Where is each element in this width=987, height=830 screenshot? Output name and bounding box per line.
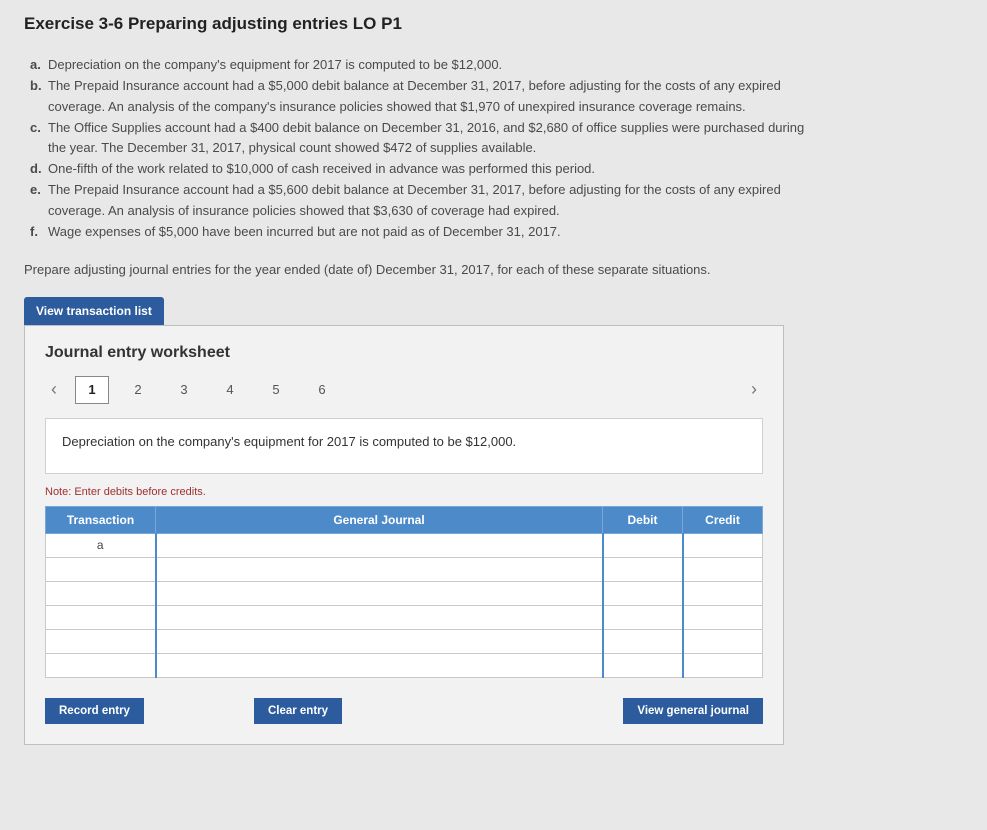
item-b: b.The Prepaid Insurance account had a $5… [30, 77, 963, 96]
th-credit: Credit [683, 506, 763, 533]
journal-worksheet-panel: Journal entry worksheet ‹ 1 2 3 4 5 6 › … [24, 325, 784, 745]
chevron-left-icon[interactable]: ‹ [45, 379, 63, 400]
view-general-journal-button[interactable]: View general journal [623, 698, 763, 724]
journal-table: Transaction General Journal Debit Credit… [45, 506, 763, 678]
worksheet-actions: Record entry Clear entry View general jo… [45, 698, 763, 724]
cell-transaction[interactable] [46, 629, 156, 653]
tab-5[interactable]: 5 [259, 376, 293, 404]
entry-prompt: Depreciation on the company's equipment … [45, 418, 763, 474]
item-e-line1: The Prepaid Insurance account had a $5,6… [48, 182, 781, 197]
cell-transaction[interactable] [46, 653, 156, 677]
cell-general-journal[interactable] [156, 605, 603, 629]
item-b-marker: b. [30, 77, 48, 96]
cell-debit[interactable] [603, 533, 683, 557]
item-c-cont: the year. The December 31, 2017, physica… [30, 139, 963, 158]
tab-6[interactable]: 6 [305, 376, 339, 404]
table-row [46, 581, 763, 605]
exercise-title: Exercise 3-6 Preparing adjusting entries… [24, 14, 963, 34]
note-text: Note: Enter debits before credits. [45, 486, 763, 498]
th-debit: Debit [603, 506, 683, 533]
cell-credit[interactable] [683, 653, 763, 677]
item-f-text: Wage expenses of $5,000 have been incurr… [48, 224, 561, 239]
table-row: a [46, 533, 763, 557]
table-row [46, 557, 763, 581]
item-e-cont: coverage. An analysis of insurance polic… [30, 202, 963, 221]
item-b-cont: coverage. An analysis of the company's i… [30, 98, 963, 117]
table-row [46, 629, 763, 653]
item-e: e.The Prepaid Insurance account had a $5… [30, 181, 963, 200]
problem-list: a.Depreciation on the company's equipmen… [30, 56, 963, 242]
cell-debit[interactable] [603, 653, 683, 677]
clear-entry-button[interactable]: Clear entry [254, 698, 342, 724]
cell-general-journal[interactable] [156, 557, 603, 581]
item-a-text: Depreciation on the company's equipment … [48, 57, 502, 72]
worksheet-tabs: ‹ 1 2 3 4 5 6 › [45, 376, 763, 404]
item-c-marker: c. [30, 119, 48, 138]
item-a: a.Depreciation on the company's equipmen… [30, 56, 963, 75]
cell-general-journal[interactable] [156, 533, 603, 557]
tab-2[interactable]: 2 [121, 376, 155, 404]
cell-transaction[interactable] [46, 605, 156, 629]
cell-debit[interactable] [603, 557, 683, 581]
cell-debit[interactable] [603, 629, 683, 653]
tab-1[interactable]: 1 [75, 376, 109, 404]
view-transaction-list-button[interactable]: View transaction list [24, 297, 164, 325]
chevron-right-icon[interactable]: › [745, 379, 763, 400]
cell-credit[interactable] [683, 533, 763, 557]
item-e-marker: e. [30, 181, 48, 200]
cell-credit[interactable] [683, 581, 763, 605]
table-header-row: Transaction General Journal Debit Credit [46, 506, 763, 533]
cell-transaction[interactable]: a [46, 533, 156, 557]
cell-general-journal[interactable] [156, 581, 603, 605]
cell-general-journal[interactable] [156, 629, 603, 653]
record-entry-button[interactable]: Record entry [45, 698, 144, 724]
table-row [46, 605, 763, 629]
th-transaction: Transaction [46, 506, 156, 533]
tab-4[interactable]: 4 [213, 376, 247, 404]
cell-transaction[interactable] [46, 581, 156, 605]
tab-3[interactable]: 3 [167, 376, 201, 404]
cell-debit[interactable] [603, 581, 683, 605]
th-general-journal: General Journal [156, 506, 603, 533]
item-d: d.One-fifth of the work related to $10,0… [30, 160, 963, 179]
cell-general-journal[interactable] [156, 653, 603, 677]
cell-debit[interactable] [603, 605, 683, 629]
table-row [46, 653, 763, 677]
instruction-text: Prepare adjusting journal entries for th… [24, 262, 963, 277]
item-d-text: One-fifth of the work related to $10,000… [48, 161, 595, 176]
worksheet-title: Journal entry worksheet [45, 344, 763, 362]
cell-credit[interactable] [683, 629, 763, 653]
cell-credit[interactable] [683, 557, 763, 581]
item-d-marker: d. [30, 160, 48, 179]
item-a-marker: a. [30, 56, 48, 75]
item-f: f.Wage expenses of $5,000 have been incu… [30, 223, 963, 242]
item-f-marker: f. [30, 223, 48, 242]
item-c-line1: The Office Supplies account had a $400 d… [48, 120, 804, 135]
cell-transaction[interactable] [46, 557, 156, 581]
cell-credit[interactable] [683, 605, 763, 629]
item-c: c.The Office Supplies account had a $400… [30, 119, 963, 138]
item-b-line1: The Prepaid Insurance account had a $5,0… [48, 78, 781, 93]
